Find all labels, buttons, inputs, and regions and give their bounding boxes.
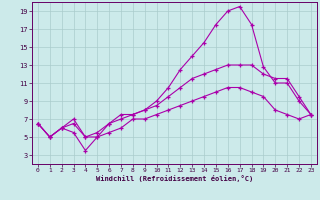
- X-axis label: Windchill (Refroidissement éolien,°C): Windchill (Refroidissement éolien,°C): [96, 175, 253, 182]
